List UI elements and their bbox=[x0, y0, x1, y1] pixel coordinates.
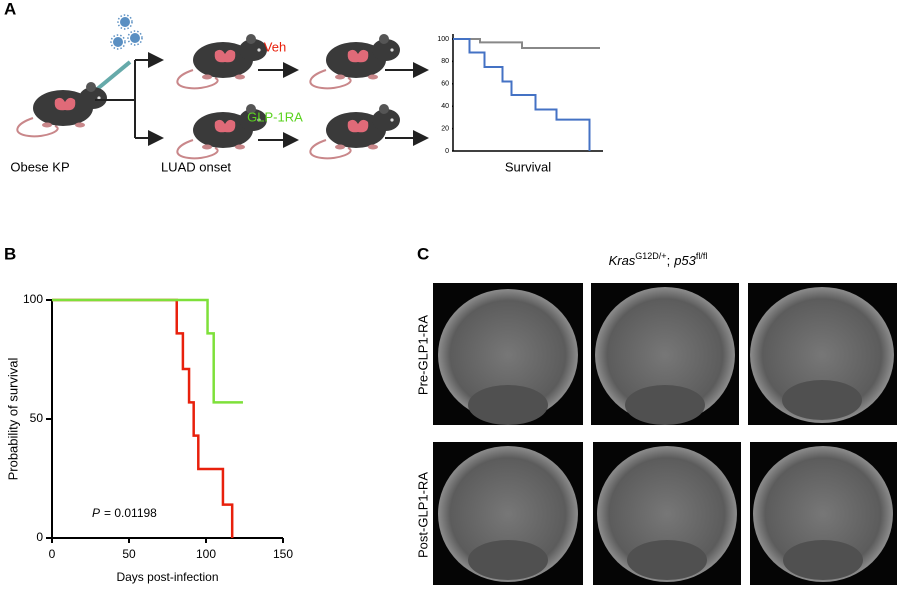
x-tick-label: 100 bbox=[196, 547, 216, 561]
gene: p53 bbox=[673, 253, 696, 268]
annotation-symbol: P bbox=[92, 506, 100, 520]
x-tick-label: 50 bbox=[122, 547, 136, 561]
row-label: Pre-GLP1-RA bbox=[415, 315, 430, 396]
survival-curve bbox=[52, 298, 243, 404]
y-tick-label: 60 bbox=[441, 81, 449, 88]
y-tick-label: 80 bbox=[441, 58, 449, 65]
ct-images bbox=[433, 283, 897, 585]
survival-curve bbox=[453, 38, 600, 49]
schematic bbox=[16, 14, 429, 160]
x-axis-label: Survival bbox=[505, 159, 551, 174]
treatment-label: GLP-1RA bbox=[247, 109, 303, 124]
allele: G12D/+ bbox=[635, 251, 666, 261]
y-tick-label: 100 bbox=[23, 292, 43, 306]
allele: fl/fl bbox=[696, 251, 708, 261]
survival-curve bbox=[453, 38, 591, 151]
stage-label: Obese KP bbox=[10, 159, 69, 174]
treatment-label: Veh bbox=[264, 39, 286, 54]
y-tick-label: 50 bbox=[30, 411, 44, 425]
y-tick-label: 0 bbox=[445, 148, 449, 155]
annotation-text: = 0.01198 bbox=[104, 506, 157, 520]
y-axis-label: Probability of survival bbox=[5, 357, 20, 480]
y-tick-label: 0 bbox=[36, 530, 43, 544]
genotype: KrasG12D/+; p53fl/fl bbox=[609, 251, 708, 268]
y-tick-label: 20 bbox=[441, 125, 449, 132]
panel-label: A bbox=[4, 0, 16, 18]
y-tick-label: 40 bbox=[441, 103, 449, 110]
panel-label: B bbox=[4, 244, 16, 263]
stage-label: LUAD onset bbox=[161, 159, 231, 174]
survival-curve bbox=[52, 298, 234, 538]
separator: ; bbox=[667, 253, 671, 268]
panel-label: C bbox=[417, 244, 429, 263]
annotation: P = 0.01198 bbox=[92, 506, 157, 520]
x-axis-label: Days post-infection bbox=[116, 570, 218, 584]
gene: Kras bbox=[609, 253, 636, 268]
y-tick-label: 100 bbox=[437, 36, 449, 43]
row-label: Post-GLP1-RA bbox=[415, 472, 430, 558]
x-tick-label: 0 bbox=[49, 547, 56, 561]
x-tick-label: 150 bbox=[273, 547, 293, 561]
